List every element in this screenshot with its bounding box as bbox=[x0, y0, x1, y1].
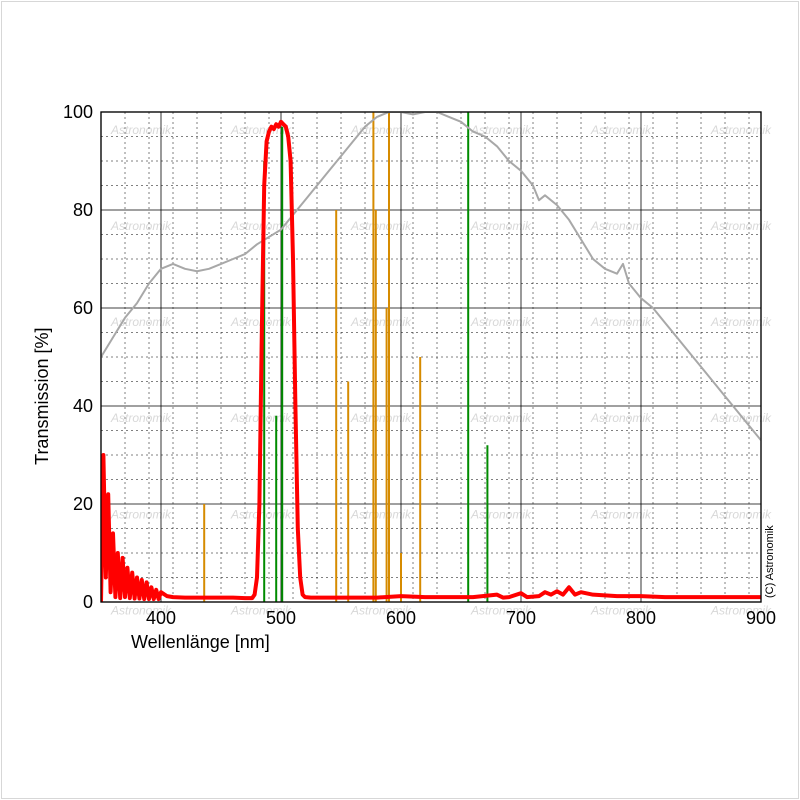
svg-text:Astronomik: Astronomik bbox=[350, 411, 412, 425]
watermark-layer: Astronomik Astronomik Astronomik Astronomik… bbox=[110, 123, 772, 617]
svg-text:60: 60 bbox=[73, 298, 93, 318]
svg-text:Astronomik: Astronomik bbox=[710, 507, 772, 521]
image-frame: Astronomik Astronomik Astronomik Astronomik… bbox=[1, 1, 799, 799]
grid-minor bbox=[101, 112, 761, 602]
svg-text:Astronomik: Astronomik bbox=[590, 315, 652, 329]
svg-text:Astronomik: Astronomik bbox=[350, 315, 412, 329]
svg-text:700: 700 bbox=[506, 608, 536, 628]
filter-transmission-curve bbox=[101, 122, 761, 602]
svg-text:Astronomik: Astronomik bbox=[710, 219, 772, 233]
svg-text:500: 500 bbox=[266, 608, 296, 628]
x-axis-label: Wellenlänge [nm] bbox=[131, 632, 270, 652]
svg-text:Astronomik: Astronomik bbox=[350, 219, 412, 233]
svg-text:400: 400 bbox=[146, 608, 176, 628]
svg-text:Astronomik: Astronomik bbox=[110, 123, 172, 137]
copyright-text: (C) Astronomik bbox=[764, 525, 776, 598]
svg-text:0: 0 bbox=[83, 592, 93, 612]
svg-text:600: 600 bbox=[386, 608, 416, 628]
svg-text:Astronomik: Astronomik bbox=[110, 507, 172, 521]
svg-text:80: 80 bbox=[73, 200, 93, 220]
svg-text:Astronomik: Astronomik bbox=[350, 507, 412, 521]
svg-text:Astronomik: Astronomik bbox=[110, 219, 172, 233]
svg-text:Astronomik: Astronomik bbox=[590, 411, 652, 425]
chart-svg: Astronomik Astronomik Astronomik Astronomik… bbox=[26, 102, 776, 702]
svg-text:Astronomik: Astronomik bbox=[470, 411, 532, 425]
svg-text:100: 100 bbox=[63, 102, 93, 122]
svg-text:900: 900 bbox=[746, 608, 776, 628]
svg-text:Astronomik: Astronomik bbox=[710, 315, 772, 329]
transmission-chart: Astronomik Astronomik Astronomik Astronomik… bbox=[26, 102, 776, 702]
y-axis-label: Transmission [%] bbox=[32, 328, 52, 465]
svg-text:Astronomik: Astronomik bbox=[470, 507, 532, 521]
svg-text:Astronomik: Astronomik bbox=[590, 123, 652, 137]
svg-text:Astronomik: Astronomik bbox=[590, 507, 652, 521]
svg-text:Astronomik: Astronomik bbox=[470, 219, 532, 233]
svg-text:Astronomik: Astronomik bbox=[110, 411, 172, 425]
svg-text:Astronomik: Astronomik bbox=[710, 123, 772, 137]
svg-text:40: 40 bbox=[73, 396, 93, 416]
svg-text:20: 20 bbox=[73, 494, 93, 514]
svg-text:Astronomik: Astronomik bbox=[470, 315, 532, 329]
svg-text:800: 800 bbox=[626, 608, 656, 628]
svg-text:Astronomik: Astronomik bbox=[710, 411, 772, 425]
svg-text:Astronomik: Astronomik bbox=[590, 219, 652, 233]
